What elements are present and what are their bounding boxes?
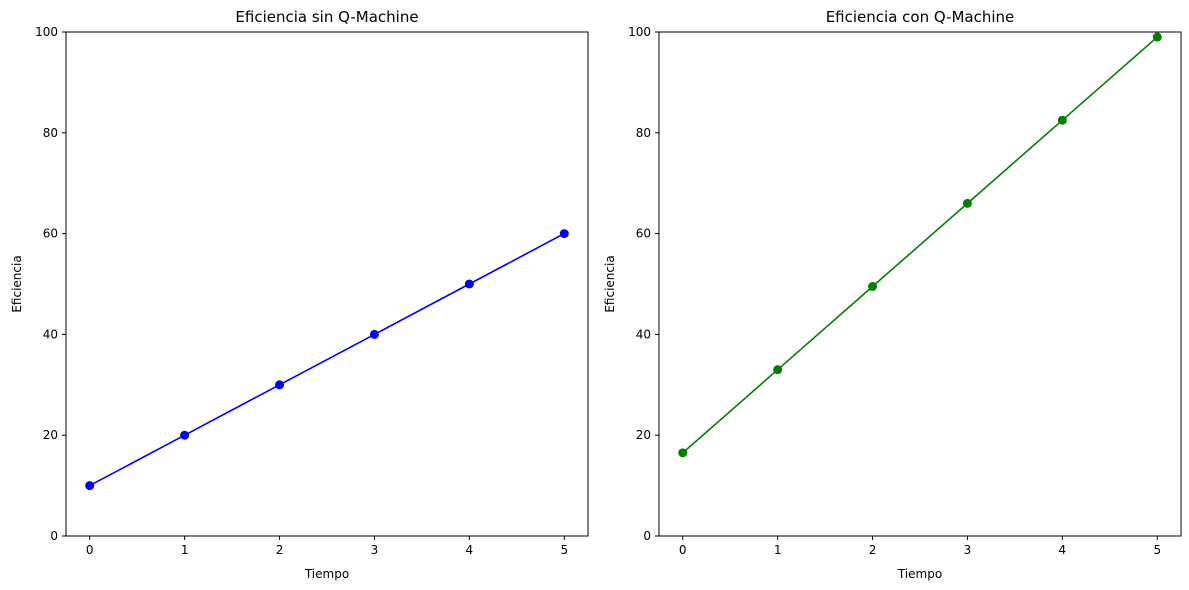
chart-title: Eficiencia sin Q-Machine [235,8,418,26]
x-tick-label: 4 [1059,543,1067,557]
data-point [559,229,569,239]
plot-area [65,31,589,537]
data-point [275,380,285,390]
x-ticks: 0 1 2 3 4 5 [679,536,1161,557]
x-tick-label: 0 [86,543,94,557]
chart-con-q-machine: Eficiencia con Q-Machine Tiempo Eficienc… [603,8,1182,581]
y-ticks: 0 20 40 60 80 100 [35,25,66,543]
y-tick-label: 40 [636,327,651,341]
y-tick-label: 80 [636,126,651,140]
x-tick-label: 3 [964,543,972,557]
y-tick-label: 0 [643,529,651,543]
data-point [868,282,878,292]
y-tick-label: 40 [43,327,58,341]
series-layer [85,229,569,491]
data-point [773,365,783,375]
data-point [180,430,190,440]
x-tick-label: 0 [679,543,687,557]
series-line [682,36,1158,454]
y-tick-label: 20 [636,428,651,442]
x-tick-label: 5 [560,543,568,557]
x-ticks: 0 1 2 3 4 5 [86,536,568,557]
series-layer [678,32,1162,458]
y-tick-label: 60 [636,227,651,241]
x-tick-label: 2 [276,543,284,557]
chart-sin-q-machine: Eficiencia sin Q-Machine Tiempo Eficienc… [10,8,589,581]
y-tick-label: 0 [50,529,58,543]
x-axis-label: Tiempo [897,567,942,581]
chart-title: Eficiencia con Q-Machine [826,8,1015,26]
x-axis-label: Tiempo [304,567,349,581]
y-tick-label: 20 [43,428,58,442]
y-ticks: 0 20 40 60 80 100 [628,25,659,543]
data-point [1057,115,1067,125]
plot-area [658,31,1182,537]
data-point [678,448,688,458]
series-line [89,232,565,487]
y-tick-label: 80 [43,126,58,140]
y-axis-label: Eficiencia [10,255,24,312]
data-point [962,198,972,208]
y-tick-label: 60 [43,227,58,241]
data-point [369,329,379,339]
y-tick-label: 100 [35,25,58,39]
x-tick-label: 2 [869,543,877,557]
y-tick-label: 100 [628,25,651,39]
data-point [85,481,95,491]
y-axis-label: Eficiencia [603,255,617,312]
data-point [464,279,474,289]
data-point [1152,32,1162,42]
x-tick-label: 4 [466,543,474,557]
x-tick-label: 3 [371,543,379,557]
x-tick-label: 5 [1153,543,1161,557]
x-tick-label: 1 [181,543,189,557]
x-tick-label: 1 [774,543,782,557]
